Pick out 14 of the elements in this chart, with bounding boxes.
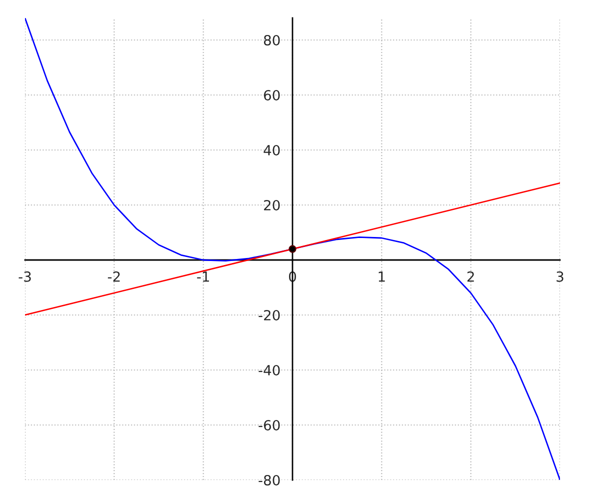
x-tick-label: -3 <box>18 271 31 282</box>
y-tick-label: 20 <box>264 200 280 210</box>
y-tick-label: -20 <box>258 310 280 320</box>
y-tick-label: 60 <box>264 90 280 100</box>
y-tick-label: 80 <box>264 34 280 46</box>
x-tick-label: 2 <box>467 271 474 282</box>
x-tick-label: -2 <box>108 271 120 282</box>
x-tick-label: 3 <box>556 271 564 282</box>
y-tick-label: -40 <box>258 364 280 376</box>
y-tick-label: 40 <box>264 144 280 156</box>
y-tick-label: -80 <box>258 474 280 486</box>
y-tick-label: -60 <box>258 420 280 430</box>
x-tick-label: 1 <box>378 272 385 282</box>
x-tick-label: -1 <box>197 272 209 282</box>
